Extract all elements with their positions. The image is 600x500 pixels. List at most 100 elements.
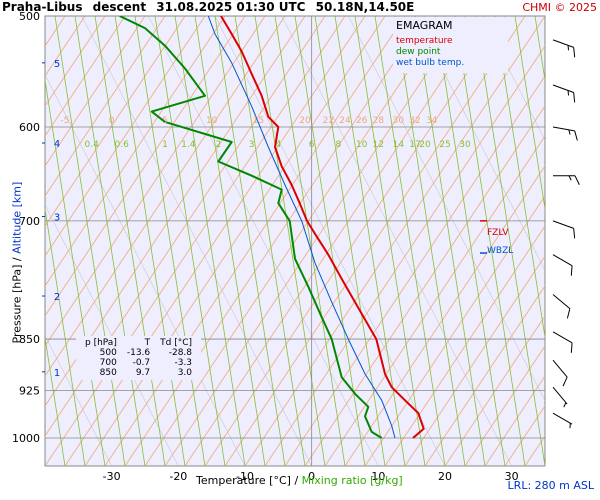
isotherm-line — [481, 16, 545, 141]
y-tick-label: 700 — [19, 215, 40, 228]
dry-adiabat-line — [64, 16, 366, 466]
wbzl-label: WBZL — [487, 246, 514, 256]
mixing-ratio-line — [394, 16, 466, 466]
dry-adiabat-line — [45, 16, 206, 257]
y-tick-label: 925 — [19, 385, 40, 398]
dry-adiabat-label: 30 — [393, 116, 405, 126]
wind-barb-feather — [570, 342, 573, 353]
y-tick-label: 600 — [19, 121, 40, 134]
wind-barb — [552, 386, 568, 405]
mixing-ratio-label: 4 — [275, 140, 281, 150]
mixing-ratio-line — [45, 77, 106, 466]
dry-adiabat-line — [324, 135, 545, 466]
table-cell: -3.3 — [174, 358, 193, 368]
table-row: 850 9.7 3.0 — [80, 368, 197, 378]
dry-adiabat-line — [304, 105, 545, 466]
wind-barb-feather — [566, 308, 571, 319]
station-name: Praha-Libus — [2, 0, 83, 14]
dry-adiabat-line — [45, 16, 186, 227]
wind-barb — [552, 84, 574, 93]
wind-barb-feather — [563, 402, 567, 408]
table-cell: 500 — [99, 348, 117, 358]
mixing-ratio-line — [114, 16, 186, 466]
altitude-tick-label: 4 — [54, 139, 60, 150]
x-axis-title: Temperature [°C] / Mixing ratio [g/kg] — [196, 474, 403, 487]
dry-adiabat-label: 0 — [109, 116, 115, 126]
dry-adiabat-line — [404, 255, 545, 466]
col-pressure: p [hPa] — [85, 338, 117, 348]
dry-adiabat-line — [184, 16, 486, 466]
col-temp: T — [144, 338, 151, 348]
col-dewpoint: Td [°C] — [160, 338, 193, 348]
x-axis-title-temp: Temperature [°C] — [196, 474, 291, 487]
wind-barb — [552, 294, 571, 310]
mixing-ratio-line — [74, 16, 146, 466]
mixing-ratio-label: 8 — [335, 140, 341, 150]
dry-adiabat-label: 5 — [162, 116, 168, 126]
mixing-ratio-line — [454, 16, 526, 466]
wind-barb — [552, 331, 573, 344]
x-tick-label: -20 — [169, 470, 187, 483]
credit-text: CHMI © 2025 — [522, 1, 597, 14]
wind-barb — [552, 254, 573, 267]
y-tick-label: 500 — [19, 10, 40, 23]
x-tick-label: -30 — [103, 470, 121, 483]
temperature-series — [220, 16, 425, 439]
mixing-ratio-line — [555, 16, 600, 466]
table-header-row: p [hPa] T Td [°C] — [80, 338, 197, 348]
dry-adiabat-label: -5 — [61, 116, 70, 126]
x-axis-title-mixing: Mixing ratio [g/kg] — [301, 474, 403, 487]
isotherm-line — [45, 204, 179, 466]
wind-barb-feather — [562, 376, 568, 387]
mixing-ratio-line — [414, 16, 486, 466]
table-cell: 9.7 — [135, 368, 151, 378]
dry-adiabat-line — [204, 16, 506, 466]
dry-adiabat-label: 34 — [426, 116, 438, 126]
dry-adiabat-line — [45, 16, 146, 167]
mixing-ratio-line — [434, 16, 506, 466]
mixing-ratio-label: 0.4 — [85, 140, 100, 150]
dry-adiabat-line — [544, 465, 545, 466]
dry-adiabat-line — [45, 16, 306, 407]
dry-adiabat-label: 28 — [373, 116, 385, 126]
mixing-ratio-label: 3 — [249, 140, 255, 150]
mixing-ratio-line — [45, 334, 66, 466]
dry-adiabat-line — [45, 16, 226, 287]
wind-barb — [552, 412, 573, 425]
y-axis-title: Pressure [hPa] / Altitude [km] — [11, 182, 24, 344]
wind-barb-feather — [574, 130, 578, 141]
altitude-tick-label: 3 — [54, 212, 60, 223]
mixing-ratio-label: 12 — [373, 140, 384, 150]
dry-adiabat-line — [484, 375, 545, 466]
dry-adiabat-line — [45, 16, 346, 466]
table-cell: 700 — [99, 358, 117, 368]
wind-barb — [552, 39, 574, 48]
dry-adiabat-line — [124, 16, 426, 466]
wind-barb-feather — [573, 228, 576, 239]
wind-barb — [552, 359, 568, 378]
station-coords: 50.18N,14.50E — [315, 0, 415, 14]
fzlv-label: FZLV — [487, 228, 509, 238]
mixing-ratio-label: 1.4 — [181, 140, 196, 150]
y-tick-label: 1000 — [12, 432, 40, 445]
wind-barb-feather — [573, 92, 576, 103]
mixing-ratio-line — [174, 16, 246, 466]
y-axis-title-altitude: Altitude [km] — [10, 181, 24, 254]
sounding-type: descent — [92, 0, 147, 14]
mixing-ratio-line — [94, 16, 166, 466]
dry-adiabat-line — [444, 315, 545, 466]
dry-adiabat-line — [104, 16, 406, 466]
x-axis-sep: / — [294, 474, 299, 487]
mixing-ratio-line — [494, 16, 545, 341]
dry-adiabat-line — [84, 16, 386, 466]
mixing-ratio-label: 1 — [162, 140, 168, 150]
x-tick-label: 0 — [308, 470, 315, 483]
dry-adiabat-line — [45, 16, 286, 377]
dry-adiabat-line — [224, 16, 526, 466]
y-tick-label: 850 — [19, 333, 40, 346]
dry-adiabat-line — [45, 16, 266, 347]
mixing-ratio-line — [0, 16, 5, 466]
mixing-ratio-label: 14 — [393, 140, 405, 150]
legend-wetbulb: wet bulb temp. — [396, 58, 465, 68]
x-tick-label: 30 — [505, 470, 519, 483]
